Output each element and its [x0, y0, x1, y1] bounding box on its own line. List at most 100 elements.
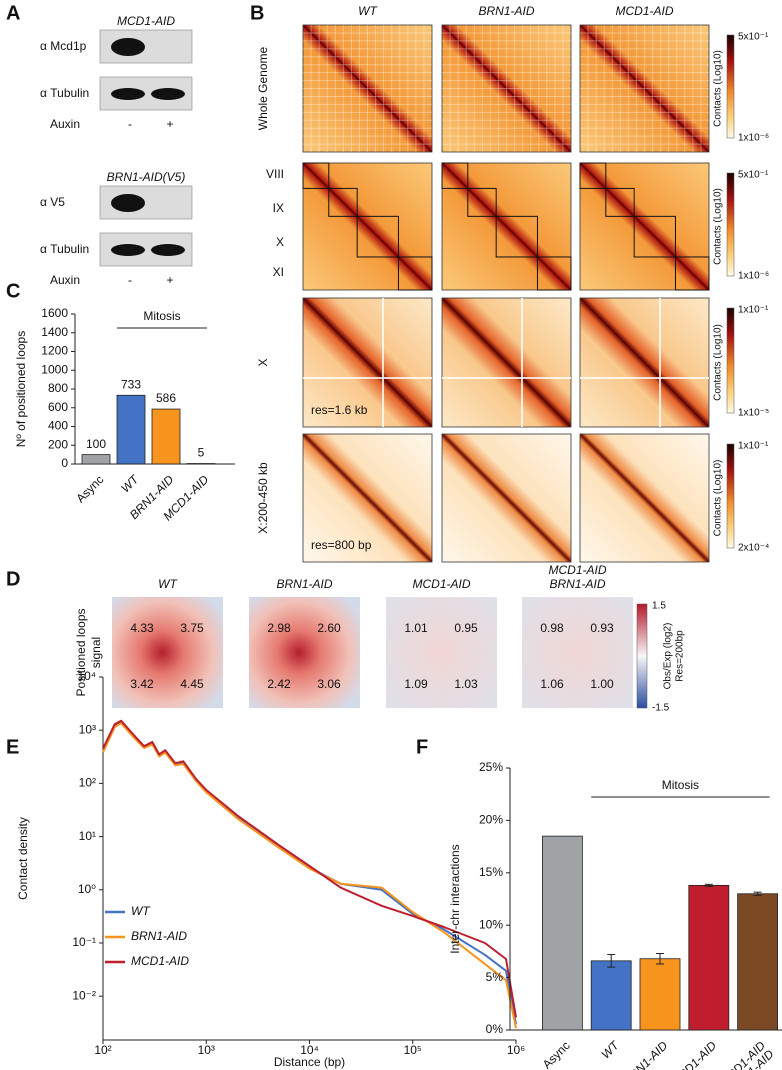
y-tick-label: 600 — [48, 400, 68, 414]
chromosome-box — [536, 256, 572, 291]
contact-map — [441, 297, 572, 428]
row-label: Whole Genome — [256, 46, 270, 130]
y-tick-label: 1200 — [41, 344, 68, 358]
bar — [737, 893, 778, 1031]
contact-map — [441, 162, 572, 291]
blot-title: MCD1-AID — [117, 14, 175, 28]
aggregate-map — [386, 597, 497, 708]
y-tick-label: 20% — [479, 813, 503, 827]
aggregate-map — [112, 597, 223, 708]
contact-map — [441, 433, 572, 563]
y-tick-label: 0% — [486, 1022, 504, 1036]
colorbar-max: 1.5 — [652, 601, 666, 612]
y-axis-label: Contact density — [16, 817, 30, 900]
colorbar-title: Contacts (Log10) — [713, 324, 724, 401]
panel-label: D — [6, 568, 20, 590]
corner-value: 1.06 — [540, 677, 564, 691]
column-title: WT — [158, 577, 178, 591]
colorbar-max: 5x10⁻¹ — [738, 170, 769, 181]
y-tick-label: 10³ — [79, 722, 96, 736]
legend-label: WT — [131, 904, 151, 918]
corner-value: 2.42 — [267, 677, 291, 691]
contact-map — [579, 297, 710, 428]
colorbar-title: Obs/Exp (log2) — [663, 623, 674, 690]
x-tick-label: 10² — [94, 1043, 111, 1057]
y-tick-label: 10⁻² — [72, 988, 96, 1002]
y-tick-label: 200 — [48, 437, 68, 451]
colorbar-max: 1x10⁻¹ — [738, 441, 769, 452]
corner-value: 0.95 — [454, 621, 478, 635]
corner-value: 2.60 — [317, 621, 341, 635]
colorbar-min: 2x10⁻⁴ — [738, 543, 769, 554]
bar — [116, 394, 146, 465]
chromosome-box — [356, 215, 399, 258]
chromosome-box — [328, 187, 358, 217]
x-tick-label: Async — [540, 1038, 573, 1070]
treatment: - — [128, 273, 132, 287]
annotation: Mitosis — [662, 778, 699, 792]
x-tick-label: 10⁵ — [404, 1043, 422, 1057]
value-label: 100 — [86, 437, 106, 451]
y-tick-label: 10¹ — [79, 829, 96, 843]
y-tick-label: 10⁻¹ — [72, 935, 96, 949]
colorbar-min: 1x10⁻⁶ — [738, 271, 769, 282]
panel-label: F — [416, 736, 428, 758]
corner-value: 0.98 — [540, 621, 564, 635]
y-tick-label: 10% — [479, 917, 503, 931]
y-tick-label: 1600 — [41, 306, 68, 320]
blot-row-label: α Tubulin — [40, 242, 89, 256]
panel-label: E — [6, 736, 19, 758]
blot-title: BRN1-AID(V5) — [107, 170, 186, 184]
band — [151, 88, 185, 100]
resolution-label: res=800 bp — [311, 538, 372, 552]
chromosome-box — [302, 162, 330, 189]
value-label: 586 — [156, 391, 176, 405]
x-tick-label: Async — [73, 472, 106, 505]
band — [151, 244, 185, 256]
resolution-label: res=1.6 kb — [311, 403, 368, 417]
corner-value: 2.98 — [267, 621, 291, 635]
chromosome-label: IX — [273, 201, 284, 215]
chromosome-box — [397, 256, 433, 291]
chromosome-box — [467, 187, 497, 217]
row-label: X:200-450 kb — [256, 462, 270, 534]
chromosome-box — [633, 215, 676, 258]
corner-value: 1.09 — [404, 677, 428, 691]
colorbar — [726, 443, 735, 549]
column-title: MCD1-AID — [412, 577, 470, 591]
colorbar-title: Contacts (Log10) — [713, 50, 724, 127]
y-axis-label: Inter-chr interactions — [448, 844, 462, 953]
colorbar-max: 1x10⁻¹ — [738, 305, 769, 316]
bar — [688, 884, 730, 1031]
contact-map — [579, 162, 710, 291]
x-axis-label: Distance (bp) — [274, 1055, 345, 1069]
chromosome-box — [441, 162, 469, 189]
corner-value: 3.42 — [130, 677, 154, 691]
corner-value: 1.01 — [404, 621, 428, 635]
column-title: WT — [358, 4, 378, 18]
x-tick-label: 10⁴ — [300, 1043, 319, 1057]
contact-map — [302, 297, 433, 428]
contact-map — [441, 24, 572, 153]
y-tick-label: 0 — [61, 456, 68, 470]
chromosome-box — [605, 187, 635, 217]
band — [111, 194, 145, 212]
panel-label: B — [250, 2, 264, 24]
y-tick-label: 400 — [48, 419, 68, 433]
colorbar — [636, 603, 648, 709]
aggregate-map — [249, 597, 360, 708]
y-tick-label: 15% — [479, 865, 503, 879]
colorbar-max: 5x10⁻¹ — [738, 32, 769, 43]
x-tick-label: BRN1-AID — [621, 1038, 671, 1070]
column-title: MCD1-AID — [548, 563, 606, 577]
chromosome-label: XI — [273, 265, 284, 279]
colorbar — [726, 307, 735, 414]
bar — [81, 454, 111, 465]
column-title: BRN1-AID — [549, 577, 605, 591]
bar — [542, 835, 583, 1031]
contact-map — [302, 433, 433, 563]
row-label: Positioned loops — [74, 608, 88, 696]
contact-map — [579, 24, 710, 153]
colorbar — [726, 34, 735, 139]
corner-value: 3.06 — [317, 677, 341, 691]
